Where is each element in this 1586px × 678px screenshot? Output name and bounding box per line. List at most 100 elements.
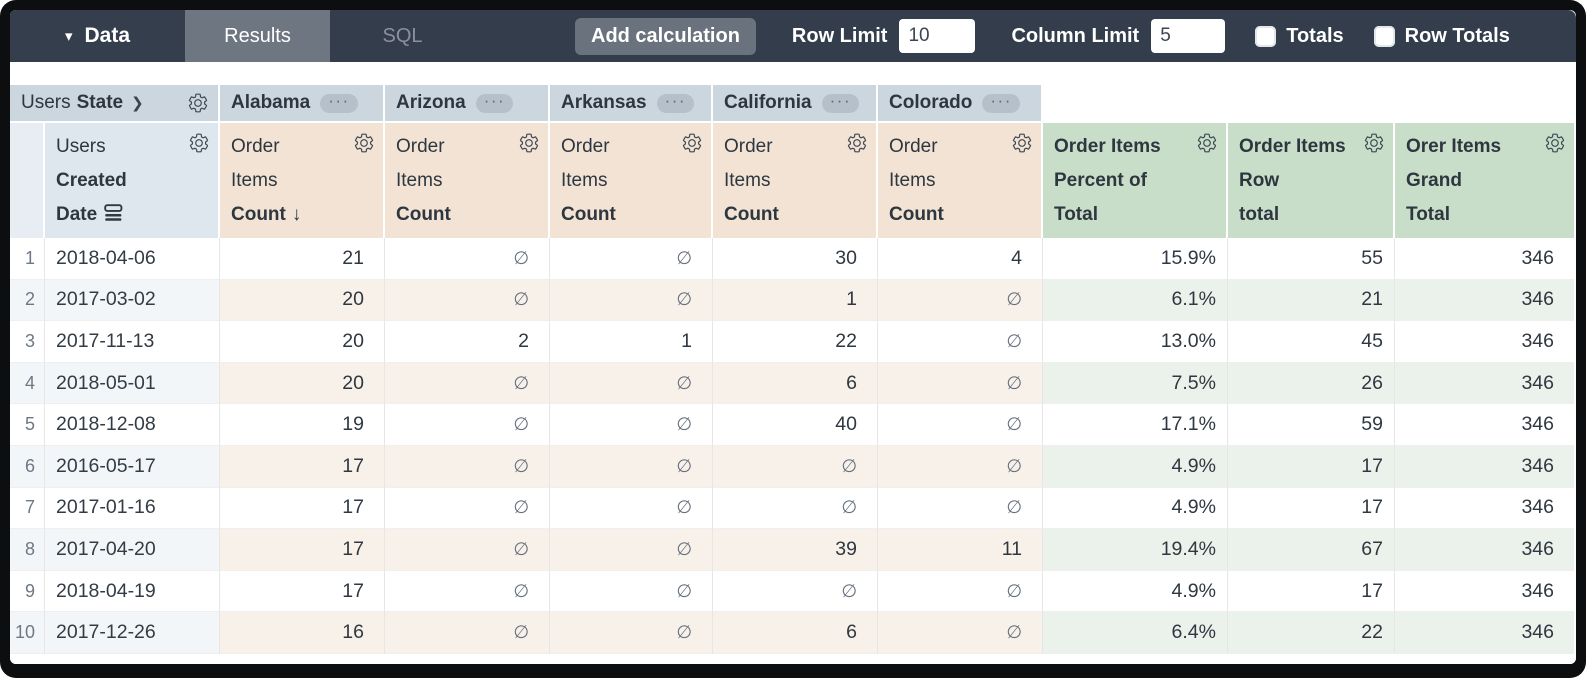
measure-cell[interactable]: ∅: [550, 279, 713, 322]
measure-cell[interactable]: 17: [220, 445, 385, 488]
measure-header-california-count[interactable]: Order Items Count: [713, 123, 878, 238]
gear-icon[interactable]: [353, 132, 375, 154]
gear-icon[interactable]: [518, 132, 540, 154]
measure-cell[interactable]: ∅: [550, 570, 713, 613]
measure-cell[interactable]: 1: [550, 321, 713, 363]
percent-of-total-cell[interactable]: 19.4%: [1043, 529, 1228, 571]
column-limit-input[interactable]: [1151, 19, 1226, 53]
date-cell[interactable]: 2018-04-06: [45, 238, 220, 280]
row-limit-input[interactable]: [899, 19, 976, 53]
measure-cell[interactable]: 21: [220, 238, 385, 280]
measure-cell[interactable]: 11: [878, 529, 1043, 571]
percent-of-total-cell[interactable]: 7.5%: [1043, 362, 1228, 405]
measure-cell[interactable]: ∅: [385, 404, 550, 446]
date-cell[interactable]: 2016-05-17: [45, 445, 220, 488]
gear-icon[interactable]: [187, 92, 209, 114]
add-calculation-button[interactable]: Add calculation: [575, 17, 756, 55]
calc-header-grand-total[interactable]: Orer Items Grand Total: [1395, 123, 1574, 238]
grand-total-cell[interactable]: 346: [1395, 238, 1574, 280]
more-menu-icon[interactable]: ···: [320, 92, 358, 113]
more-menu-icon[interactable]: ···: [475, 92, 514, 113]
measure-cell[interactable]: 17: [220, 529, 385, 571]
row-total-cell[interactable]: 22: [1228, 612, 1395, 654]
measure-cell[interactable]: 39: [713, 529, 878, 571]
date-cell[interactable]: 2017-11-13: [45, 321, 220, 363]
measure-cell[interactable]: ∅: [878, 321, 1043, 363]
measure-cell[interactable]: 1: [713, 279, 878, 322]
row-total-cell[interactable]: 17: [1228, 570, 1395, 613]
measure-cell[interactable]: ∅: [385, 362, 550, 405]
measure-cell[interactable]: 6: [713, 362, 878, 405]
measure-cell[interactable]: 30: [713, 238, 878, 280]
row-total-cell[interactable]: 26: [1228, 362, 1395, 405]
percent-of-total-cell[interactable]: 6.4%: [1043, 612, 1228, 654]
percent-of-total-cell[interactable]: 6.1%: [1043, 279, 1228, 322]
measure-cell[interactable]: ∅: [713, 570, 878, 613]
gear-icon[interactable]: [1363, 132, 1385, 154]
calc-header-percent-of-total[interactable]: Order Items Percent of Total: [1043, 123, 1228, 238]
measure-cell[interactable]: 20: [220, 362, 385, 405]
pivot-value-header-california[interactable]: California ···: [713, 85, 878, 121]
date-cell[interactable]: 2018-04-19: [45, 570, 220, 613]
measure-cell[interactable]: ∅: [550, 445, 713, 488]
percent-of-total-cell[interactable]: 15.9%: [1043, 238, 1228, 280]
calc-header-row-total[interactable]: Order Items Row total: [1228, 123, 1395, 238]
measure-header-arizona-count[interactable]: Order Items Count: [385, 123, 550, 238]
grand-total-cell[interactable]: 346: [1395, 570, 1574, 613]
percent-of-total-cell[interactable]: 13.0%: [1043, 321, 1228, 363]
measure-cell[interactable]: ∅: [878, 445, 1043, 488]
measure-cell[interactable]: 17: [220, 570, 385, 613]
measure-cell[interactable]: 20: [220, 321, 385, 363]
measure-cell[interactable]: ∅: [385, 238, 550, 280]
measure-cell[interactable]: ∅: [385, 279, 550, 322]
date-cell[interactable]: 2018-12-08: [45, 404, 220, 446]
more-menu-icon[interactable]: ···: [821, 92, 860, 113]
measure-cell[interactable]: 4: [878, 238, 1043, 280]
percent-of-total-cell[interactable]: 4.9%: [1043, 570, 1228, 613]
measure-header-alabama-count[interactable]: Order Items Count ↓: [220, 123, 385, 238]
tab-sql[interactable]: SQL: [382, 24, 423, 47]
grand-total-cell[interactable]: 346: [1395, 445, 1574, 488]
measure-cell[interactable]: ∅: [878, 487, 1043, 530]
grand-total-cell[interactable]: 346: [1395, 404, 1574, 446]
measure-cell[interactable]: ∅: [385, 445, 550, 488]
measure-cell[interactable]: ∅: [878, 362, 1043, 405]
date-cell[interactable]: 2017-04-20: [45, 529, 220, 571]
more-menu-icon[interactable]: ···: [982, 92, 1020, 113]
measure-cell[interactable]: 19: [220, 404, 385, 446]
measure-cell[interactable]: ∅: [550, 529, 713, 571]
more-menu-icon[interactable]: ···: [656, 92, 695, 113]
gear-icon[interactable]: [1196, 132, 1218, 154]
measure-cell[interactable]: 40: [713, 404, 878, 446]
data-section-toggle[interactable]: ▾ Data: [10, 10, 185, 62]
measure-cell[interactable]: ∅: [550, 362, 713, 405]
measure-cell[interactable]: ∅: [550, 404, 713, 446]
measure-header-arkansas-count[interactable]: Order Items Count: [550, 123, 713, 238]
totals-checkbox[interactable]: [1255, 25, 1277, 47]
measure-cell[interactable]: ∅: [878, 570, 1043, 613]
measure-cell[interactable]: ∅: [385, 612, 550, 654]
gear-icon[interactable]: [1011, 132, 1033, 154]
gear-icon[interactable]: [1544, 132, 1566, 154]
measure-cell[interactable]: ∅: [713, 487, 878, 530]
date-cell[interactable]: 2018-05-01: [45, 362, 220, 405]
pivot-value-header-arizona[interactable]: Arizona ···: [385, 85, 550, 121]
gear-icon[interactable]: [188, 132, 210, 154]
tab-results[interactable]: Results: [185, 10, 330, 62]
grand-total-cell[interactable]: 346: [1395, 529, 1574, 571]
measure-cell[interactable]: ∅: [550, 487, 713, 530]
percent-of-total-cell[interactable]: 4.9%: [1043, 445, 1228, 488]
date-cell[interactable]: 2017-12-26: [45, 612, 220, 654]
measure-cell[interactable]: ∅: [385, 529, 550, 571]
measure-cell[interactable]: ∅: [385, 487, 550, 530]
dimension-header-created-date[interactable]: Users Created Date: [45, 123, 220, 238]
pivot-value-header-colorado[interactable]: Colorado ···: [878, 85, 1043, 121]
date-cell[interactable]: 2017-03-02: [45, 279, 220, 322]
measure-cell[interactable]: ∅: [385, 570, 550, 613]
grand-total-cell[interactable]: 346: [1395, 321, 1574, 363]
grand-total-cell[interactable]: 346: [1395, 279, 1574, 322]
pivot-value-header-alabama[interactable]: Alabama ···: [220, 85, 385, 121]
measure-cell[interactable]: ∅: [878, 279, 1043, 322]
row-total-cell[interactable]: 17: [1228, 445, 1395, 488]
row-total-cell[interactable]: 21: [1228, 279, 1395, 322]
